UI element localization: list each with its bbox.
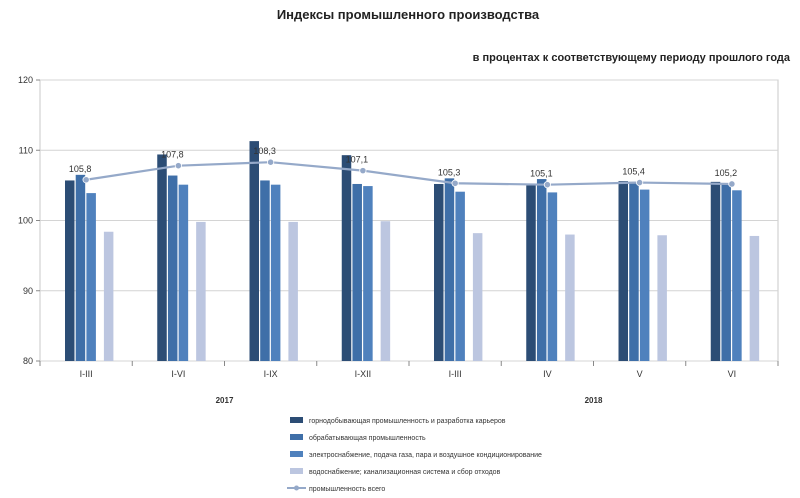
bar	[565, 234, 575, 361]
x-tick-label: I-III	[449, 369, 462, 379]
bar	[341, 155, 352, 361]
data-label: 105,1	[530, 169, 553, 179]
legend-label: промышленность всего	[309, 486, 385, 493]
line-point	[543, 181, 551, 189]
bar	[103, 231, 114, 361]
bar	[536, 179, 547, 361]
x-tick-label: I-IX	[264, 369, 278, 379]
bar	[75, 174, 86, 361]
total-line: 105,8 107,8 108,3 107,1 105,3 105,1 105,4 105,2	[69, 146, 738, 189]
bar	[472, 233, 483, 361]
bar	[260, 180, 270, 361]
bar	[196, 221, 206, 361]
bar	[65, 180, 75, 361]
bar	[270, 184, 281, 361]
line-point	[636, 178, 644, 187]
line-point	[728, 180, 736, 188]
data-label: 108,3	[253, 146, 276, 156]
bar	[157, 154, 167, 361]
y-tick-label: 90	[23, 286, 33, 296]
legend: горнодобывающая промышленность и разрабо…	[287, 417, 542, 493]
x-tick-label: I-XII	[355, 369, 372, 379]
line-point	[359, 167, 367, 175]
legend-label: обрабатывающая промышленность	[309, 434, 426, 442]
x-tick-label: IV	[543, 369, 552, 379]
x-tick-label: VI	[728, 369, 737, 379]
bar	[657, 235, 667, 361]
bar	[710, 181, 721, 361]
bar	[86, 193, 96, 361]
data-label: 107,1	[346, 155, 369, 165]
x-tick-label: I-VI	[171, 369, 185, 379]
year-label: 2017	[216, 396, 234, 405]
bar	[749, 235, 760, 361]
line-point	[174, 162, 182, 170]
legend-label: горнодобывающая промышленность и разрабо…	[309, 417, 506, 425]
legend-marker	[294, 485, 299, 491]
bar	[639, 189, 650, 361]
y-tick-label: 80	[23, 356, 33, 366]
year-label: 2018	[585, 396, 603, 405]
legend-swatch	[290, 434, 303, 440]
data-label: 105,2	[715, 168, 738, 178]
data-label: 105,4	[622, 167, 645, 177]
line-point	[82, 176, 90, 184]
bar	[629, 181, 639, 361]
x-tick-label: V	[637, 369, 643, 379]
legend-swatch	[290, 451, 303, 457]
x-axis: I-III I-VI I-IX I-XII I-III IV V VI 2017 2018	[39, 361, 779, 405]
bar	[526, 185, 536, 361]
legend-swatch	[290, 417, 303, 423]
y-tick-label: 110	[19, 145, 33, 155]
bar	[249, 141, 259, 361]
data-label: 105,3	[438, 167, 461, 177]
bar	[444, 178, 455, 361]
line-point	[267, 158, 275, 166]
y-tick-label: 120	[18, 75, 33, 85]
y-axis: 80 90 100 110 120	[18, 75, 40, 366]
bar	[618, 181, 628, 361]
bar	[288, 221, 298, 361]
bar	[732, 190, 742, 361]
x-tick-label: I-III	[80, 369, 93, 379]
chart-title: Индексы промышленного производства	[277, 7, 540, 22]
data-label: 105,8	[69, 164, 92, 174]
legend-swatch	[290, 468, 303, 474]
bars	[65, 141, 760, 361]
bar	[363, 186, 373, 361]
data-label: 107,8	[161, 150, 184, 160]
bar	[455, 191, 465, 361]
bar	[721, 183, 731, 361]
bar	[380, 221, 391, 361]
bar	[178, 184, 189, 361]
bar	[352, 183, 362, 361]
series-line	[85, 161, 732, 186]
chart-subtitle: в процентах к соответствующему периоду п…	[473, 52, 791, 64]
bar	[167, 175, 178, 361]
legend-label: водоснабжение; канализационная система и…	[309, 468, 501, 476]
legend-label: электроснабжение, подача газа, пара и во…	[309, 451, 542, 459]
bar	[434, 183, 444, 361]
y-tick-label: 100	[18, 216, 33, 226]
line-point	[451, 179, 459, 187]
bar	[547, 192, 558, 361]
